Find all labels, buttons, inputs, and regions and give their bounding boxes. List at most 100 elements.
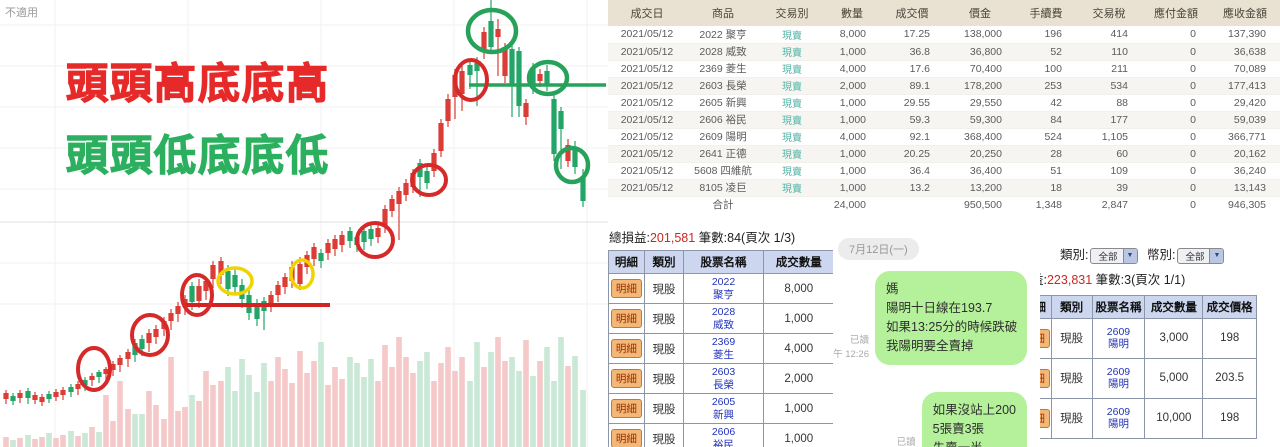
detail-button[interactable]: 明細 — [610, 309, 642, 328]
quantity-cell: 2,000 — [762, 363, 835, 394]
volume-bar — [139, 414, 145, 447]
detail-button[interactable]: 明細 — [1040, 408, 1050, 428]
stock-code-link[interactable]: 2609 — [1106, 405, 1131, 418]
stock-name-link[interactable]: 新興 — [712, 408, 734, 421]
trade-cell: 88 — [1076, 94, 1142, 112]
trade-cell: 0 — [1142, 162, 1210, 180]
trade-cell: 8,000 — [824, 26, 880, 44]
total-profit-summary: 總損益:201,581 筆數:84(頁次 1/3) — [608, 224, 835, 250]
trade-row: 2021/05/12 2609 陽明 現賣 4,000 92.1 368,400 524 1,… — [608, 128, 1280, 146]
trade-cell: 17.25 — [880, 26, 944, 44]
candle — [232, 275, 238, 287]
candle — [516, 51, 522, 106]
total-profit-value: 223,831 — [1046, 272, 1093, 287]
price-cell: 198 — [1202, 397, 1257, 439]
detail-button[interactable]: 明細 — [610, 399, 642, 418]
candle — [25, 391, 31, 398]
trade-cell: 28 — [1016, 145, 1076, 163]
trade-cell: 20,250 — [944, 145, 1016, 163]
stock-code-link[interactable]: 2603 — [711, 365, 736, 378]
stock-code-link[interactable]: 2028 — [711, 305, 736, 318]
stock-code-link[interactable]: 2605 — [711, 395, 736, 408]
total-profit-label: 總損益: — [1040, 272, 1047, 287]
candle — [125, 352, 131, 359]
detail-button[interactable]: 明細 — [610, 429, 642, 447]
volume-bar — [417, 361, 423, 447]
detail-button[interactable]: 明細 — [610, 369, 642, 388]
candle — [488, 21, 494, 47]
currency-filter-select[interactable]: 全部 ▼ — [1177, 247, 1225, 264]
candle — [530, 69, 536, 88]
trade-cell: 368,400 — [944, 128, 1016, 146]
stock-name-link[interactable]: 裕民 — [712, 438, 734, 447]
trade-cell: 合計 — [686, 196, 760, 213]
trade-cell: 2021/05/12 — [608, 128, 686, 146]
trade-cell: 2021/05/12 — [608, 77, 686, 95]
trade-row: 2021/05/12 2028 威致 現賣 1,000 36.8 36,800 52 110 0… — [608, 43, 1280, 61]
trade-cell: 2606 裕民 — [686, 111, 760, 129]
stock-code-link[interactable]: 2609 — [1106, 365, 1131, 378]
detail-button[interactable]: 明細 — [1040, 368, 1050, 388]
chat-message-row: 已讀下午 12:26媽陽明十日線在193.7如果13:25分的時候跌破我陽明要全… — [833, 271, 1040, 365]
red-circle-annotation — [355, 221, 395, 259]
candle — [417, 163, 423, 177]
stock-name-link[interactable]: 聚亨 — [712, 288, 734, 301]
volume-bar — [168, 357, 174, 447]
trade-cell: 2,847 — [1076, 196, 1142, 213]
trade-cell: 1,000 — [824, 162, 880, 180]
detail-button[interactable]: 明細 — [610, 279, 642, 298]
candle — [46, 394, 52, 399]
trade-cell: 950,500 — [944, 196, 1016, 213]
category-filter-select[interactable]: 全部 ▼ — [1090, 247, 1138, 264]
stock-name-link[interactable]: 陽明 — [1107, 338, 1129, 351]
trade-row: 合計 24,000 950,500 1,348 2,847 0 946,305 — [608, 196, 1280, 213]
stock-name-link[interactable]: 威致 — [712, 318, 734, 331]
trade-cell: 現賣 — [760, 77, 824, 95]
quantity-cell: 5,000 — [1144, 357, 1204, 399]
candle — [403, 183, 409, 195]
trade-cell: 13,200 — [944, 179, 1016, 197]
type-cell: 現股 — [643, 363, 685, 394]
trade-cell: 現賣 — [760, 179, 824, 197]
volume-bar — [225, 367, 231, 447]
volume-bar — [347, 357, 353, 447]
stock-code-link[interactable]: 2022 — [711, 275, 736, 288]
trade-cell: 2369 菱生 — [686, 60, 760, 78]
volume-bar — [424, 352, 430, 447]
detail-button[interactable]: 明細 — [610, 339, 642, 358]
stock-name-link[interactable]: 長榮 — [712, 378, 734, 391]
volume-bar — [339, 379, 345, 447]
trade-cell: 0 — [1142, 196, 1210, 213]
candle — [210, 265, 216, 279]
stock-code-link[interactable]: 2609 — [1106, 325, 1131, 338]
trade-cell: 59,300 — [944, 111, 1016, 129]
trade-row: 2021/05/12 2641 正德 現賣 1,000 20.25 20,250 28 60 0… — [608, 145, 1280, 163]
stock-code-link[interactable]: 2369 — [711, 335, 736, 348]
stock-code-link[interactable]: 2606 — [711, 425, 736, 438]
volume-bar — [39, 437, 45, 447]
detail-button[interactable]: 明細 — [1040, 328, 1050, 348]
stock-name-link[interactable]: 陽明 — [1107, 418, 1129, 431]
candle — [382, 209, 388, 227]
stock-name-link[interactable]: 菱生 — [712, 348, 734, 361]
trade-cell: 1,000 — [824, 94, 880, 112]
type-cell: 現股 — [643, 393, 685, 424]
trade-cell: 0 — [1142, 111, 1210, 129]
trade-cell: 1,000 — [824, 111, 880, 129]
stock-name-link[interactable]: 陽明 — [1107, 378, 1129, 391]
column-header: 應收金額 — [1210, 0, 1280, 26]
candle — [537, 74, 543, 81]
candle — [332, 239, 338, 249]
type-cell: 現股 — [1050, 397, 1093, 439]
trade-cell: 29.55 — [880, 94, 944, 112]
volume-bar — [523, 340, 529, 447]
column-header: 成交日 — [608, 0, 686, 26]
trade-cell: 0 — [1142, 77, 1210, 95]
candle — [53, 392, 59, 397]
trade-cell: 2022 聚亨 — [686, 26, 760, 44]
candle — [558, 111, 564, 129]
total-profit-summary-right: 總損益:223,831 筆數:3(頁次 1/1) — [1040, 266, 1245, 292]
detail-row: 明細 現股 2369 菱生 4,000 — [608, 333, 835, 364]
trade-history-header-row: 成交日 商品 交易別 數量 成交價 價金 手續費 交易稅 應付金額 應收金額 — [608, 0, 1280, 26]
